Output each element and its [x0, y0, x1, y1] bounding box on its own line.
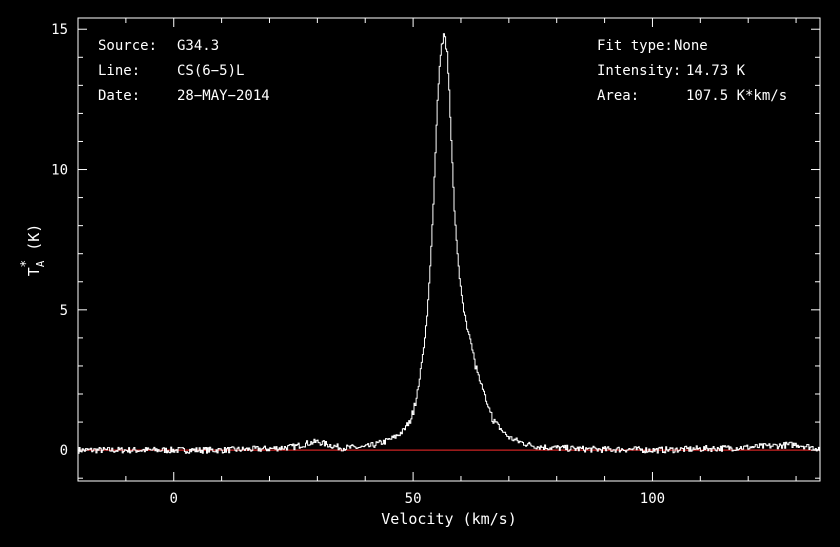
x-tick-label: 50 [405, 491, 422, 507]
y-tick-label: 5 [60, 303, 68, 319]
info-area-value: 107.5 K*km/s [686, 88, 787, 104]
info-source-value: G34.3 [177, 38, 219, 54]
info-fit-type-key: Fit type: [597, 38, 673, 54]
axis-ticks: 0 50 100 0 5 10 15 [51, 18, 820, 507]
x-tick-label: 0 [170, 491, 178, 507]
plot-area [78, 33, 821, 454]
info-line-value: CS(6−5)L [177, 63, 244, 79]
y-axis-label-sup: * [19, 260, 34, 268]
info-line-key: Line: [98, 63, 140, 79]
spectrum-line [78, 33, 821, 454]
y-axis-label-rest: (K) [25, 224, 43, 260]
y-axis-label: TA* (K) [19, 224, 47, 277]
info-date-value: 28−MAY−2014 [177, 88, 270, 104]
plot-frame [77, 17, 821, 482]
y-tick-label: 15 [51, 22, 68, 38]
info-intensity-value: 14.73 K [686, 63, 746, 79]
info-date-key: Date: [98, 88, 140, 104]
info-source-key: Source: [98, 38, 157, 54]
info-right: Fit type: None Intensity: 14.73 K Area: … [597, 38, 787, 104]
info-area-key: Area: [597, 88, 639, 104]
info-left: Source: G34.3 Line: CS(6−5)L Date: 28−MA… [98, 38, 270, 104]
x-axis-label: Velocity (km/s) [381, 510, 516, 528]
y-tick-label: 10 [51, 163, 68, 179]
info-intensity-key: Intensity: [597, 63, 681, 79]
y-axis-label-sub: A [34, 260, 47, 267]
svg-text:TA* (K): TA* (K) [19, 224, 47, 277]
info-fit-type-value: None [674, 38, 708, 54]
x-tick-label: 100 [640, 491, 665, 507]
y-axis-label-base: T [25, 267, 43, 276]
y-tick-label: 0 [60, 443, 68, 459]
